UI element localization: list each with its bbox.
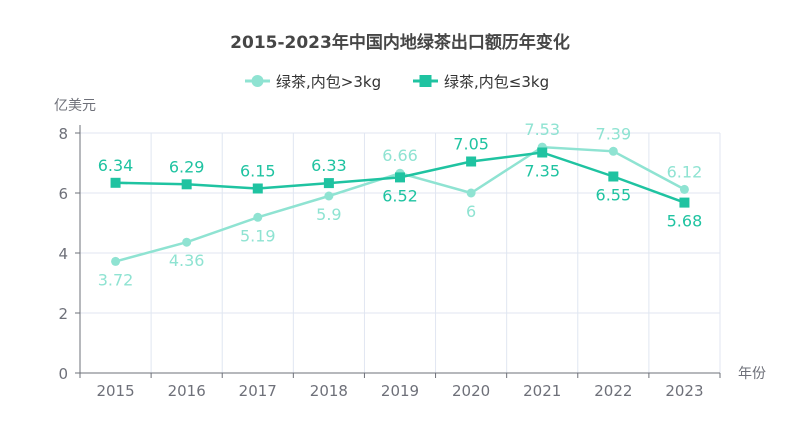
y-tick-label: 6 xyxy=(58,185,68,203)
data-label: 5.19 xyxy=(240,226,276,245)
data-label: 7.35 xyxy=(524,162,560,181)
y-tick-label: 4 xyxy=(58,245,68,263)
data-point xyxy=(110,177,121,188)
data-point xyxy=(679,197,690,208)
data-point xyxy=(323,178,334,189)
data-point xyxy=(466,156,477,167)
chart-title: 2015-2023年中国内地绿茶出口额历年变化 xyxy=(230,32,570,53)
x-tick-label: 2022 xyxy=(594,382,632,400)
data-label: 7.39 xyxy=(596,124,632,143)
data-label: 7.05 xyxy=(453,135,489,154)
y-axis-title: 亿美元 xyxy=(54,98,96,114)
data-label: 5.9 xyxy=(316,205,341,224)
x-tick-label: 2018 xyxy=(310,382,348,400)
data-point xyxy=(608,171,619,182)
x-tick-label: 2021 xyxy=(523,382,561,400)
data-label: 5.68 xyxy=(667,212,703,231)
x-axis-title: 年份 xyxy=(738,366,766,382)
x-tick-label: 2023 xyxy=(665,382,703,400)
data-label: 6.33 xyxy=(311,156,347,175)
y-tick-label: 8 xyxy=(58,125,68,143)
data-point xyxy=(395,172,405,183)
y-tick-label: 2 xyxy=(58,305,68,323)
data-label: 6.12 xyxy=(667,162,703,181)
data-label: 4.36 xyxy=(169,251,205,270)
legend-square-marker xyxy=(419,75,432,87)
x-tick-label: 2017 xyxy=(239,382,277,400)
x-tick-label: 2020 xyxy=(452,382,490,400)
legend-label: 绿茶,内包>3kg xyxy=(276,73,381,91)
data-label: 6.34 xyxy=(98,156,134,175)
x-tick-label: 2015 xyxy=(96,382,134,400)
x-tick-label: 2019 xyxy=(381,382,419,400)
data-label: 6.55 xyxy=(596,186,632,205)
data-label: 6 xyxy=(466,202,476,221)
x-tick-label: 2016 xyxy=(168,382,206,400)
y-tick-label: 0 xyxy=(58,365,68,383)
legend-label: 绿茶,内包≤3kg xyxy=(444,73,549,91)
data-point xyxy=(679,184,689,194)
legend-circle-marker xyxy=(251,75,264,87)
data-point xyxy=(253,212,263,222)
data-point xyxy=(181,179,192,190)
data-label: 3.72 xyxy=(98,270,134,289)
data-point xyxy=(182,237,192,247)
data-label: 6.29 xyxy=(169,157,205,176)
data-label: 6.66 xyxy=(382,146,418,165)
data-point xyxy=(466,188,476,198)
data-point xyxy=(324,191,334,201)
data-label: 7.53 xyxy=(524,120,560,139)
data-label: 6.15 xyxy=(240,162,276,181)
data-label: 6.52 xyxy=(382,186,418,205)
data-point xyxy=(252,183,263,194)
data-point xyxy=(608,146,618,156)
data-point xyxy=(111,256,121,266)
data-point xyxy=(537,147,548,158)
